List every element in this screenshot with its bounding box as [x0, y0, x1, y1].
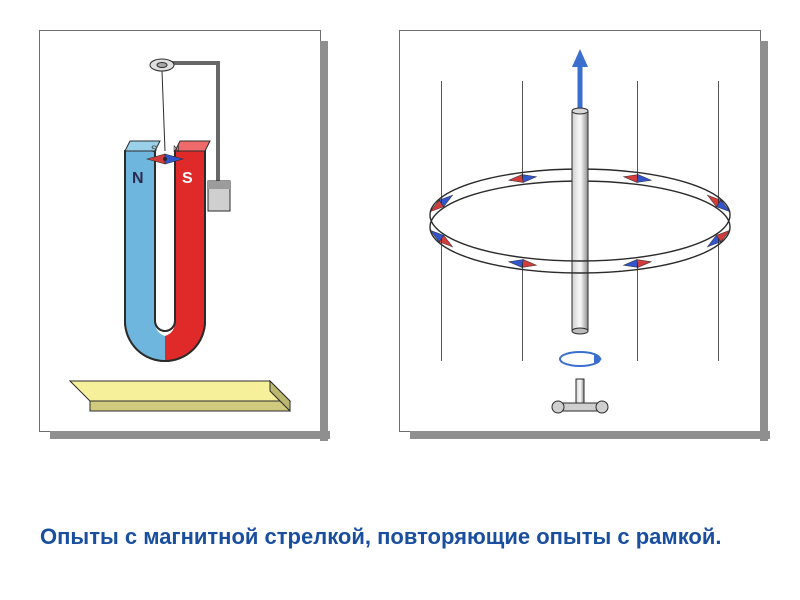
panel-shadow-right	[320, 41, 328, 441]
left-diagram-svg: N S	[40, 31, 320, 431]
current-arrow-head	[572, 49, 588, 67]
page: N S	[0, 0, 800, 600]
needle-s-label: S	[151, 144, 157, 154]
right-diagram-svg	[400, 31, 760, 431]
left-panel: N S	[39, 30, 321, 432]
u-magnet: N S	[125, 141, 210, 361]
needle-n-label: N	[173, 144, 180, 154]
panel-shadow-right	[760, 41, 768, 441]
caption-text: Опыты с магнитной стрелкой, повторяющие …	[40, 522, 760, 552]
magnet-pole-s-label: S	[182, 170, 193, 187]
winding-key	[552, 379, 608, 413]
conductor-rod	[572, 108, 588, 334]
panel-shadow-bottom	[410, 431, 770, 439]
diagram-row: N S	[0, 0, 800, 432]
panel-shadow-bottom	[50, 431, 330, 439]
magnet-pole-n-label: N	[132, 170, 144, 187]
right-panel	[399, 30, 761, 432]
rotation-indicator	[560, 352, 602, 366]
base-plate	[70, 381, 290, 411]
